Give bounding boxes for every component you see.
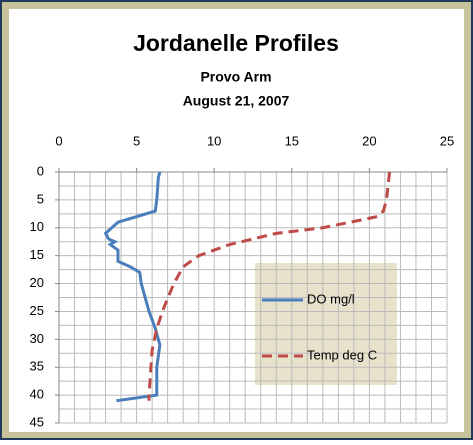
y-tick-label: 45 bbox=[30, 414, 44, 429]
series-line bbox=[147, 171, 392, 401]
y-tick-label: 40 bbox=[30, 387, 44, 402]
y-tick-label: 25 bbox=[30, 303, 44, 318]
y-tick-label: 10 bbox=[30, 219, 44, 234]
y-tick-label: 20 bbox=[30, 275, 44, 290]
legend-label: Temp deg C bbox=[307, 347, 377, 362]
x-tick-label: 20 bbox=[362, 133, 376, 148]
y-tick-label: 35 bbox=[30, 359, 44, 374]
subtitle: Provo Arm bbox=[200, 69, 271, 85]
x-tick-label: 5 bbox=[133, 133, 140, 148]
x-tick-label: 25 bbox=[440, 133, 454, 148]
date: August 21, 2007 bbox=[183, 93, 290, 109]
y-tick-label: 0 bbox=[37, 163, 44, 178]
series-line bbox=[103, 171, 162, 403]
y-tick-label: 30 bbox=[30, 331, 44, 346]
x-tick-label: 10 bbox=[207, 133, 221, 148]
x-tick-label: 15 bbox=[285, 133, 299, 148]
y-tick-label: 5 bbox=[37, 191, 44, 206]
chart-title: Jordanelle Profiles bbox=[133, 30, 339, 56]
x-tick-label: 0 bbox=[55, 133, 62, 148]
y-tick-label: 15 bbox=[30, 247, 44, 262]
legend-label: DO mg/l bbox=[307, 291, 355, 306]
